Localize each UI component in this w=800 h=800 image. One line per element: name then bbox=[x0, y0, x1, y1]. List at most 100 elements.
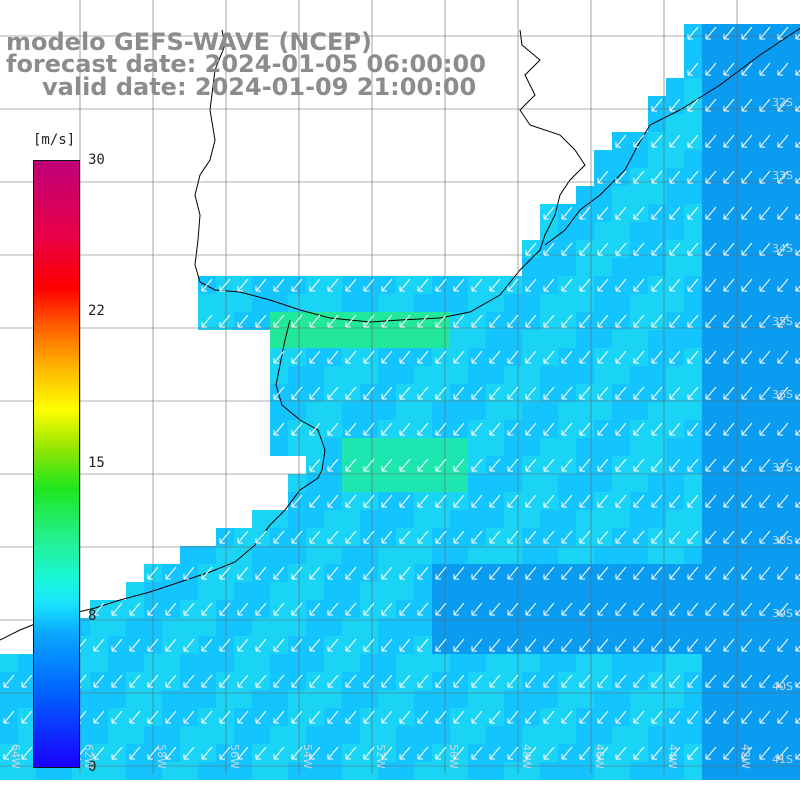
wind-speed-cell bbox=[360, 366, 378, 384]
wind-arrow bbox=[705, 26, 717, 40]
wind-arrow bbox=[597, 206, 609, 220]
wind-speed-cell bbox=[162, 762, 180, 780]
wind-speed-cell bbox=[576, 726, 594, 744]
wind-arrow bbox=[363, 674, 375, 688]
wind-speed-cell bbox=[396, 618, 414, 636]
wind-arrow bbox=[327, 710, 339, 724]
wind-arrow bbox=[507, 278, 519, 292]
wind-arrow bbox=[363, 278, 375, 292]
wind-arrow bbox=[399, 278, 411, 292]
wind-arrow bbox=[471, 638, 483, 652]
wind-speed-cell bbox=[774, 330, 792, 348]
wind-arrow bbox=[633, 710, 645, 724]
wind-speed-cell bbox=[288, 762, 306, 780]
wind-speed-cell bbox=[648, 330, 666, 348]
wind-arrow bbox=[309, 494, 321, 508]
wind-arrow bbox=[291, 710, 303, 724]
wind-speed-cell bbox=[792, 258, 800, 276]
wind-arrow bbox=[507, 350, 519, 364]
wind-arrow bbox=[759, 98, 771, 112]
wind-arrow bbox=[237, 602, 249, 616]
wind-speed-cell bbox=[360, 330, 378, 348]
wind-arrow bbox=[633, 206, 645, 220]
wind-speed-cell bbox=[108, 726, 126, 744]
wind-speed-cell bbox=[612, 510, 630, 528]
map-title-model: modelo GEFS-WAVE (NCEP) bbox=[6, 28, 372, 56]
wind-speed-cell bbox=[738, 186, 756, 204]
longitude-label: 42W bbox=[739, 744, 752, 769]
wind-speed-cell bbox=[486, 726, 504, 744]
wind-speed-cell bbox=[648, 582, 666, 600]
wind-arrow bbox=[795, 105, 800, 112]
wind-speed-cell bbox=[576, 258, 594, 276]
wind-speed-cell bbox=[414, 690, 432, 708]
wind-speed-cell bbox=[540, 690, 558, 708]
wind-arrow bbox=[651, 602, 663, 616]
wind-arrow bbox=[435, 566, 447, 580]
wind-arrow bbox=[399, 602, 411, 616]
wind-arrow bbox=[471, 746, 483, 760]
wind-arrow bbox=[597, 710, 609, 724]
wind-speed-cell bbox=[702, 366, 720, 384]
wind-speed-cell bbox=[396, 762, 414, 780]
wind-arrow bbox=[309, 602, 321, 616]
wind-arrow bbox=[363, 422, 375, 436]
wind-arrow bbox=[417, 746, 429, 760]
wind-speed-cell bbox=[612, 582, 630, 600]
wind-speed-cell bbox=[90, 618, 108, 636]
wind-arrow bbox=[183, 746, 195, 760]
longitude-label: 50W bbox=[447, 744, 460, 769]
wind-speed-cell bbox=[792, 726, 800, 744]
wind-speed-cell bbox=[522, 546, 540, 564]
wind-arrow bbox=[237, 278, 249, 292]
wind-arrow bbox=[597, 494, 609, 508]
wind-speed-cell bbox=[126, 762, 144, 780]
wind-vector-arrows bbox=[3, 26, 800, 760]
wind-speed-cell bbox=[774, 546, 792, 564]
wind-speed-cell bbox=[414, 546, 432, 564]
wind-speed-cell bbox=[738, 402, 756, 420]
wind-speed-cell bbox=[720, 42, 738, 60]
longitude-label: 56W bbox=[228, 744, 241, 769]
wind-arrow bbox=[795, 465, 800, 472]
wind-arrow bbox=[345, 710, 357, 724]
wind-speed-cell bbox=[288, 366, 306, 384]
wind-arrow bbox=[363, 350, 375, 364]
wind-arrow bbox=[399, 674, 411, 688]
wind-arrow bbox=[669, 278, 681, 292]
wind-speed-cell bbox=[792, 420, 800, 438]
wind-arrow bbox=[615, 314, 627, 328]
wind-speed-cell bbox=[792, 366, 800, 384]
wind-speed-cell bbox=[342, 402, 360, 420]
wind-speed-cell bbox=[756, 42, 774, 60]
wind-arrow bbox=[579, 422, 591, 436]
wind-speed-cell bbox=[486, 582, 504, 600]
wind-arrow bbox=[345, 494, 357, 508]
wind-arrow bbox=[471, 602, 483, 616]
wind-arrow bbox=[633, 566, 645, 580]
wind-arrow bbox=[651, 710, 663, 724]
wind-arrow bbox=[219, 746, 231, 760]
wind-arrow bbox=[111, 602, 123, 616]
wind-speed-cell bbox=[792, 330, 800, 348]
wind-arrow bbox=[687, 134, 699, 148]
wind-arrow bbox=[183, 602, 195, 616]
longitude-label: 58W bbox=[155, 744, 168, 769]
wind-speed-cell bbox=[360, 294, 378, 312]
wind-arrow bbox=[363, 530, 375, 544]
wind-speed-cell bbox=[324, 762, 342, 780]
wind-arrow bbox=[273, 278, 285, 292]
wind-speed-cell bbox=[630, 438, 648, 456]
wind-arrow bbox=[489, 638, 501, 652]
wind-speed-cell bbox=[756, 618, 774, 636]
wind-arrow bbox=[579, 746, 591, 760]
wind-arrow bbox=[777, 278, 789, 292]
wind-speed-cell bbox=[378, 438, 396, 456]
wind-arrow bbox=[705, 422, 717, 436]
wind-speed-cell bbox=[540, 510, 558, 528]
wind-arrow bbox=[705, 98, 717, 112]
wind-speed-cell bbox=[486, 618, 504, 636]
wind-arrow bbox=[705, 134, 717, 148]
wind-speed-cell bbox=[468, 546, 486, 564]
wind-speed-cell bbox=[540, 402, 558, 420]
